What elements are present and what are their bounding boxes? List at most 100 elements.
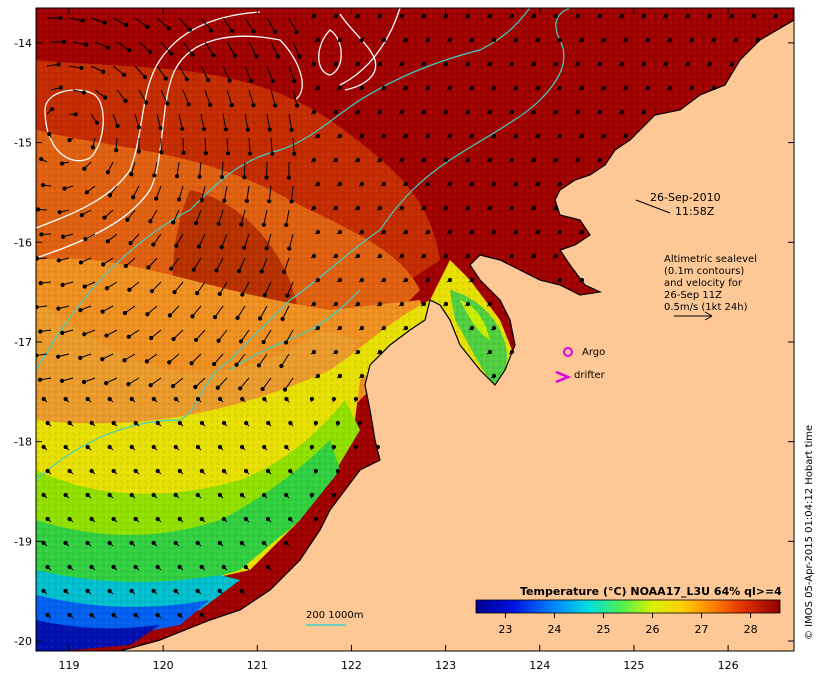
- sealevel-contours: [36, 8, 401, 259]
- velocity-arrowhead: [465, 109, 471, 115]
- velocity-arrowhead: [60, 330, 65, 335]
- velocity-arrow: [221, 161, 224, 178]
- velocity-arrowhead: [199, 564, 204, 570]
- velocity-arrowhead: [211, 53, 216, 58]
- velocity-arrowhead: [553, 205, 559, 211]
- velocity-arrowhead: [311, 109, 317, 115]
- velocity-arrowhead: [292, 78, 297, 84]
- velocity-arrowhead: [199, 468, 204, 474]
- velocity-arrowhead: [309, 396, 314, 402]
- velocity-arrowhead: [81, 379, 87, 385]
- velocity-arrowhead: [381, 37, 387, 43]
- velocity-arrowhead: [272, 29, 278, 34]
- velocity-arrowhead: [399, 109, 405, 115]
- velocity-arrowhead: [107, 540, 112, 546]
- velocity-arrowhead: [469, 37, 475, 43]
- velocity-arrowhead: [84, 42, 89, 47]
- velocity-arrowhead: [78, 355, 83, 360]
- velocity-arrowhead: [443, 13, 449, 19]
- velocity-arrowhead: [264, 246, 269, 251]
- velocity-arrowhead: [337, 181, 343, 187]
- velocity-arrowhead: [399, 61, 405, 67]
- velocity-arrowhead: [39, 156, 44, 162]
- velocity-arrowhead: [641, 109, 647, 115]
- velocity-arrowhead: [107, 492, 112, 498]
- velocity-arrow: [246, 185, 250, 201]
- velocity-arrowhead: [61, 234, 66, 239]
- velocity-arrowhead: [509, 61, 515, 67]
- velocity-arrowhead: [177, 420, 182, 426]
- velocity-arrowhead: [403, 37, 409, 43]
- velocity-arrowhead: [337, 85, 343, 91]
- velocity-arrow: [219, 281, 228, 295]
- velocity-arrowhead: [553, 157, 559, 163]
- velocity-arrowhead: [195, 396, 201, 402]
- velocity-arrowhead: [513, 181, 519, 187]
- velocity-arrow: [264, 281, 272, 296]
- velocity-arrowhead: [256, 363, 262, 368]
- velocity-arrowhead: [294, 103, 300, 108]
- velocity-arrowhead: [41, 540, 46, 546]
- velocity-arrowhead: [399, 157, 405, 163]
- velocity-arrowhead: [186, 102, 191, 107]
- velocity-arrowhead: [315, 325, 321, 331]
- velocity-arrowhead: [151, 444, 156, 450]
- velocity-arrow: [178, 185, 184, 200]
- sst-field: [36, 8, 794, 651]
- altimetry-legend-line1: Altimetric sealevel: [664, 254, 757, 265]
- velocity-arrowhead: [165, 101, 170, 106]
- altimetry-legend-line3: and velocity for: [664, 278, 743, 289]
- velocity-arrowhead: [377, 13, 383, 19]
- velocity-arrowhead: [283, 340, 289, 345]
- velocity-arrow: [150, 329, 162, 339]
- velocity-arrowhead: [219, 245, 224, 250]
- velocity-arrowhead: [123, 263, 128, 269]
- velocity-arrow: [204, 89, 211, 105]
- velocity-arrowhead: [107, 444, 112, 450]
- velocity-arrowhead: [111, 468, 116, 474]
- velocity-arrowhead: [57, 210, 62, 215]
- velocity-arrowhead: [641, 61, 647, 67]
- velocity-arrowhead: [45, 420, 50, 426]
- velocity-arrowhead: [167, 313, 173, 318]
- velocity-arrowhead: [257, 316, 263, 321]
- velocity-arrowhead: [104, 333, 109, 338]
- velocity-arrowhead: [282, 269, 287, 275]
- velocity-arrowhead: [38, 329, 43, 334]
- velocity-arrowhead: [173, 588, 178, 594]
- velocity-arrowhead: [146, 265, 151, 270]
- velocity-arrowhead: [154, 196, 159, 201]
- velocity-arrowhead: [465, 253, 471, 259]
- velocity-arrow: [226, 137, 229, 154]
- velocity-arrow: [222, 65, 231, 81]
- velocity-arrowhead: [170, 384, 176, 389]
- lon-tick-label: 123: [435, 659, 456, 672]
- velocity-arrowhead: [557, 277, 563, 283]
- velocity-arrowhead: [311, 349, 317, 355]
- velocity-arrowhead: [199, 198, 204, 203]
- velocity-arrowhead: [242, 245, 247, 250]
- lon-tick-label: 122: [341, 659, 362, 672]
- velocity-arrowhead: [315, 229, 321, 235]
- velocity-arrowhead: [247, 151, 253, 156]
- velocity-arrow: [195, 209, 202, 224]
- velocity-arrowhead: [465, 301, 471, 307]
- velocity-arrowhead: [289, 127, 294, 132]
- depth-legend: 200 1000m: [306, 610, 363, 626]
- velocity-arrowhead: [294, 30, 299, 35]
- velocity-arrow: [268, 185, 272, 202]
- velocity-arrowhead: [111, 516, 116, 522]
- velocity-arrowhead: [82, 284, 87, 289]
- velocity-arrow: [284, 377, 294, 390]
- velocity-arrowhead: [531, 109, 537, 115]
- velocity-arrowhead: [513, 85, 519, 91]
- velocity-arrowhead: [711, 37, 717, 43]
- velocity-arrowhead: [126, 334, 131, 339]
- velocity-arrowhead: [166, 26, 171, 31]
- velocity-arrowhead: [172, 290, 177, 295]
- velocity-arrowhead: [248, 78, 254, 83]
- velocity-arrowhead: [243, 516, 249, 522]
- velocity-arrowhead: [181, 150, 186, 155]
- velocity-arrowhead: [265, 564, 271, 570]
- velocity-arrowhead: [212, 315, 218, 320]
